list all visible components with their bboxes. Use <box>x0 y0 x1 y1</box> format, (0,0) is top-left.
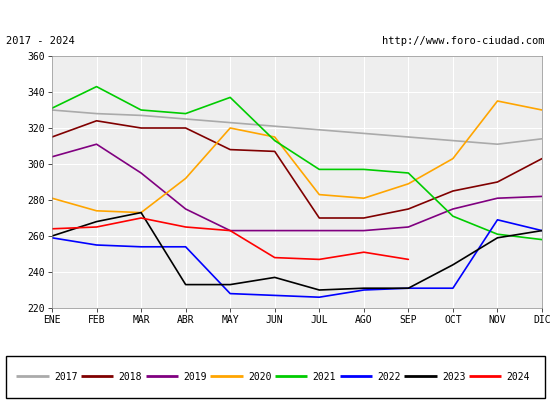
Text: 2024: 2024 <box>507 372 530 382</box>
Text: 2017 - 2024: 2017 - 2024 <box>6 36 74 46</box>
Text: 2018: 2018 <box>119 372 142 382</box>
Text: Evolucion del paro registrado en La Adrada: Evolucion del paro registrado en La Adra… <box>99 8 451 22</box>
Text: 2019: 2019 <box>183 372 207 382</box>
Text: 2021: 2021 <box>313 372 336 382</box>
Text: 2023: 2023 <box>442 372 466 382</box>
Text: 2017: 2017 <box>54 372 78 382</box>
Text: 2022: 2022 <box>377 372 401 382</box>
Text: 2020: 2020 <box>248 372 272 382</box>
Text: http://www.foro-ciudad.com: http://www.foro-ciudad.com <box>382 36 544 46</box>
